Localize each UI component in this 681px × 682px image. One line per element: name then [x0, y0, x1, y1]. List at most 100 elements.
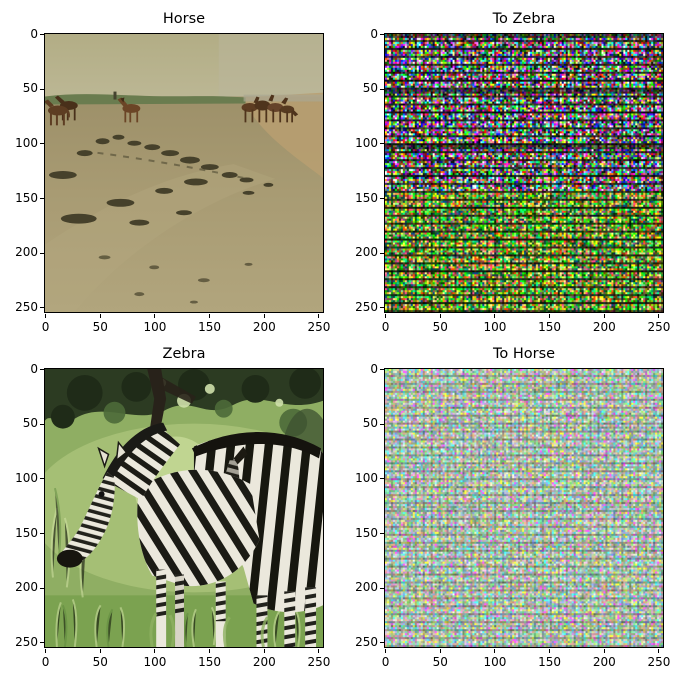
x-tick-label: 0 [41, 320, 50, 334]
subplot-title-to-horse: To Horse [492, 346, 556, 362]
subplot-to-horse: To Horse 0 50 100 150 200 250 0 50 100 150 200 250 [355, 346, 670, 669]
y-tick-mark [40, 369, 44, 371]
x-tick-label: 200 [592, 655, 616, 669]
x-tick-label: 0 [381, 320, 390, 334]
x-tick-mark [494, 649, 496, 653]
y-tick-mark [40, 642, 44, 644]
zebra-left-legs [156, 569, 226, 647]
warm-sand-bank [241, 92, 323, 178]
y-tick-mark [380, 143, 384, 145]
plot-image-to-zebra: 0 50 100 150 200 250 0 50 100 150 200 250 [355, 27, 670, 334]
x-tick-mark [154, 649, 156, 653]
horse-photo-illustration [45, 34, 323, 312]
x-tick-mark [263, 314, 265, 318]
zebra-left-mane [102, 422, 168, 483]
y-tick-label: 200 [15, 580, 38, 595]
x-tick-mark [263, 649, 265, 653]
x-tick-label: 200 [592, 320, 616, 334]
y-tick-label: 200 [355, 580, 378, 595]
zebra-right-ear [233, 446, 248, 465]
x-tick-mark [45, 649, 47, 653]
x-tick-label: 0 [381, 655, 390, 669]
x-tick-label: 250 [647, 320, 671, 334]
x-tick-label: 100 [143, 320, 167, 334]
y-tick-label: 200 [355, 245, 378, 260]
y-tick-label: 0 [30, 361, 38, 376]
x-tick-mark [603, 314, 605, 318]
y-tick-label: 100 [355, 135, 378, 150]
x-tick-mark [209, 649, 211, 653]
plot-image-horse: 0 50 100 150 200 250 0 50 100 150 200 250 [15, 27, 330, 334]
x-tick-mark [658, 649, 660, 653]
y-tick-label: 150 [15, 525, 38, 540]
x-tick-mark [549, 314, 551, 318]
y-tick-mark [40, 478, 44, 480]
x-tick-mark [99, 649, 101, 653]
horse-middle [117, 97, 141, 123]
subplot-title-zebra: Zebra [162, 346, 206, 362]
y-tick-label: 0 [30, 26, 38, 41]
x-tick-label: 50 [92, 320, 108, 334]
x-tick-label: 150 [538, 320, 562, 334]
zebra-left-ear [97, 446, 110, 469]
y-tick-mark [380, 307, 384, 309]
y-tick-label: 100 [15, 135, 38, 150]
subplot-title-to-zebra: To Zebra [492, 11, 556, 27]
x-tick-mark [658, 314, 660, 318]
y-tick-mark [380, 533, 384, 535]
zebra-left-head [56, 440, 128, 568]
y-tick-label: 150 [355, 190, 378, 205]
y-tick-label: 250 [15, 299, 38, 314]
y-tick-label: 250 [355, 634, 378, 649]
light-track [45, 164, 276, 312]
y-tick-mark [40, 423, 44, 425]
x-tick-label: 50 [92, 655, 108, 669]
x-tick-mark [99, 314, 101, 318]
x-tick-label: 150 [538, 655, 562, 669]
x-tick-mark [549, 649, 551, 653]
subplot-zebra: Zebra [15, 346, 330, 669]
x-tick-mark [318, 649, 320, 653]
grass-over-legs [149, 612, 269, 647]
x-tick-label: 250 [307, 655, 331, 669]
subplot-to-zebra: To Zebra 0 50 100 150 200 250 0 50 100 150 200 250 [355, 11, 670, 334]
x-tick-mark [439, 649, 441, 653]
subplot-horse: Horse [15, 11, 330, 334]
x-tick-mark [603, 649, 605, 653]
y-tick-mark [40, 88, 44, 90]
y-tick-mark [380, 252, 384, 254]
y-tick-mark [380, 88, 384, 90]
zebra-left [56, 422, 260, 647]
y-tick-mark [380, 34, 384, 36]
zebra-photo-illustration [45, 369, 323, 647]
zebra-left-muzzle [56, 549, 83, 568]
y-tick-mark [380, 642, 384, 644]
x-tick-mark [439, 314, 441, 318]
x-tick-label: 50 [432, 320, 448, 334]
x-tick-mark [209, 314, 211, 318]
y-tick-label: 250 [15, 634, 38, 649]
y-tick-mark [380, 198, 384, 200]
x-tick-label: 0 [41, 655, 50, 669]
x-tick-label: 100 [143, 655, 167, 669]
y-tick-mark [380, 369, 384, 371]
y-tick-label: 0 [370, 361, 378, 376]
zebra-left-eye [98, 491, 105, 498]
y-tick-mark [380, 423, 384, 425]
y-tick-label: 50 [22, 416, 38, 431]
y-tick-mark [40, 307, 44, 309]
x-tick-label: 200 [252, 655, 276, 669]
x-tick-label: 50 [432, 655, 448, 669]
x-tick-mark [154, 314, 156, 318]
foliage-dark-clumps [50, 369, 322, 429]
y-tick-mark [380, 478, 384, 480]
x-tick-label: 250 [647, 655, 671, 669]
distant-figure [113, 91, 117, 100]
y-tick-label: 0 [370, 26, 378, 41]
y-tick-mark [40, 587, 44, 589]
far-horizon [243, 94, 323, 102]
y-tick-mark [40, 533, 44, 535]
x-tick-mark [45, 314, 47, 318]
y-tick-label: 150 [15, 190, 38, 205]
